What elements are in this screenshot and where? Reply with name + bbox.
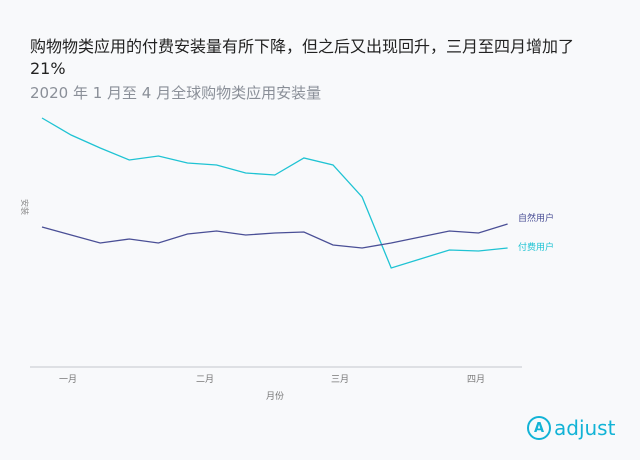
- adjust-logo-icon: A: [527, 416, 551, 440]
- y-axis-label: 安装: [20, 199, 30, 215]
- brand-name: adjust: [554, 416, 616, 440]
- series-label: 自然用户: [518, 212, 554, 224]
- x-tick-label: 三月: [331, 374, 349, 385]
- chart-subtitle: 2020 年 1 月至 4 月全球购物类应用安装量: [30, 84, 322, 102]
- x-tick-label: 二月: [196, 374, 214, 385]
- chart-title: 购物物类应用的付费安装量有所下降，但之后又出现回升，三月至四月增加了 21%: [30, 37, 575, 78]
- series-line-1: [41, 223, 508, 249]
- x-tick-label: 一月: [59, 374, 77, 385]
- x-axis-label: 月份: [266, 390, 284, 402]
- x-tick-label: 四月: [467, 374, 485, 385]
- series-line-0: [41, 117, 508, 269]
- series-label: 付费用户: [518, 241, 554, 253]
